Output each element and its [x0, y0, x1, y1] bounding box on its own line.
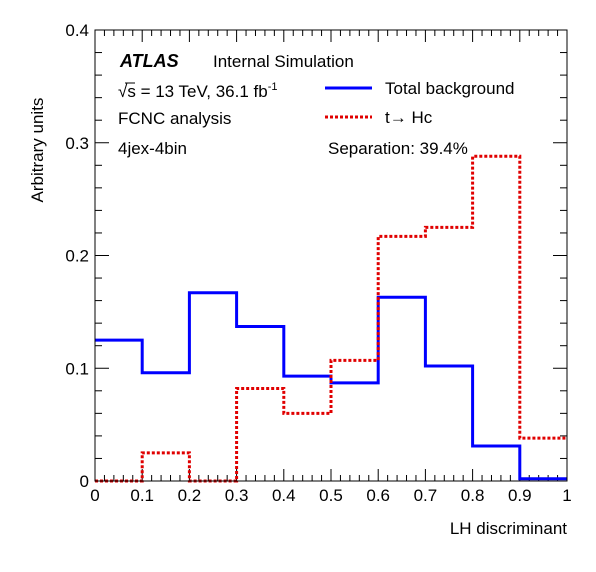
y-tick-label: 0.3: [65, 134, 89, 153]
analysis-label: FCNC analysis: [118, 109, 231, 128]
sqrt-s: √s: [118, 82, 136, 101]
x-tick-label: 0.9: [508, 486, 532, 505]
energy-text: = 13 TeV, 36.1 fb: [136, 82, 268, 101]
x-tick-label: 0.5: [319, 486, 343, 505]
atlas-status-label: Internal Simulation: [213, 52, 354, 71]
separation-label: Separation: 39.4%: [328, 139, 468, 158]
y-tick-label: 0: [80, 472, 89, 491]
plot-frame: [94, 29, 568, 482]
x-tick-label: 0.2: [178, 486, 202, 505]
region-label: 4jex-4bin: [118, 139, 187, 158]
x-tick-label: 0.1: [130, 486, 154, 505]
series-line-background: [95, 291, 567, 481]
atlas-logo-text: ATLAS: [119, 51, 179, 71]
luminosity-superscript: -1: [268, 81, 278, 93]
x-tick-label: 0.8: [461, 486, 485, 505]
y-tick-label: 0.4: [65, 21, 89, 40]
x-tick-label: 0.4: [272, 486, 296, 505]
tick-labels: 0 0.1 0.2 0.3 0.4 0.5 0.6 0.7 0.8 0.9 1 0 0.1 0.2 0.3 0…: [65, 21, 571, 505]
x-tick-label: 0.6: [366, 486, 390, 505]
x-tick-label: 0.7: [414, 486, 438, 505]
x-tick-label: 0.3: [225, 486, 249, 505]
legend-label: Total background: [385, 79, 514, 98]
x-axis-title: LH discriminant: [450, 519, 567, 538]
legend: Total background t→ Hc: [325, 79, 514, 127]
x-tick-label: 1: [562, 486, 571, 505]
y-axis-title: Arbitrary units: [28, 98, 47, 203]
energy-luminosity-label: √s = 13 TeV, 36.1 fb-1: [118, 81, 278, 101]
series-line-signal: [95, 154, 567, 483]
y-tick-label: 0.1: [65, 359, 89, 378]
x-tick-label: 0: [90, 486, 99, 505]
y-tick-label: 0.2: [65, 247, 89, 266]
series-layer: [95, 154, 567, 483]
legend-label: t→ Hc: [385, 108, 433, 127]
